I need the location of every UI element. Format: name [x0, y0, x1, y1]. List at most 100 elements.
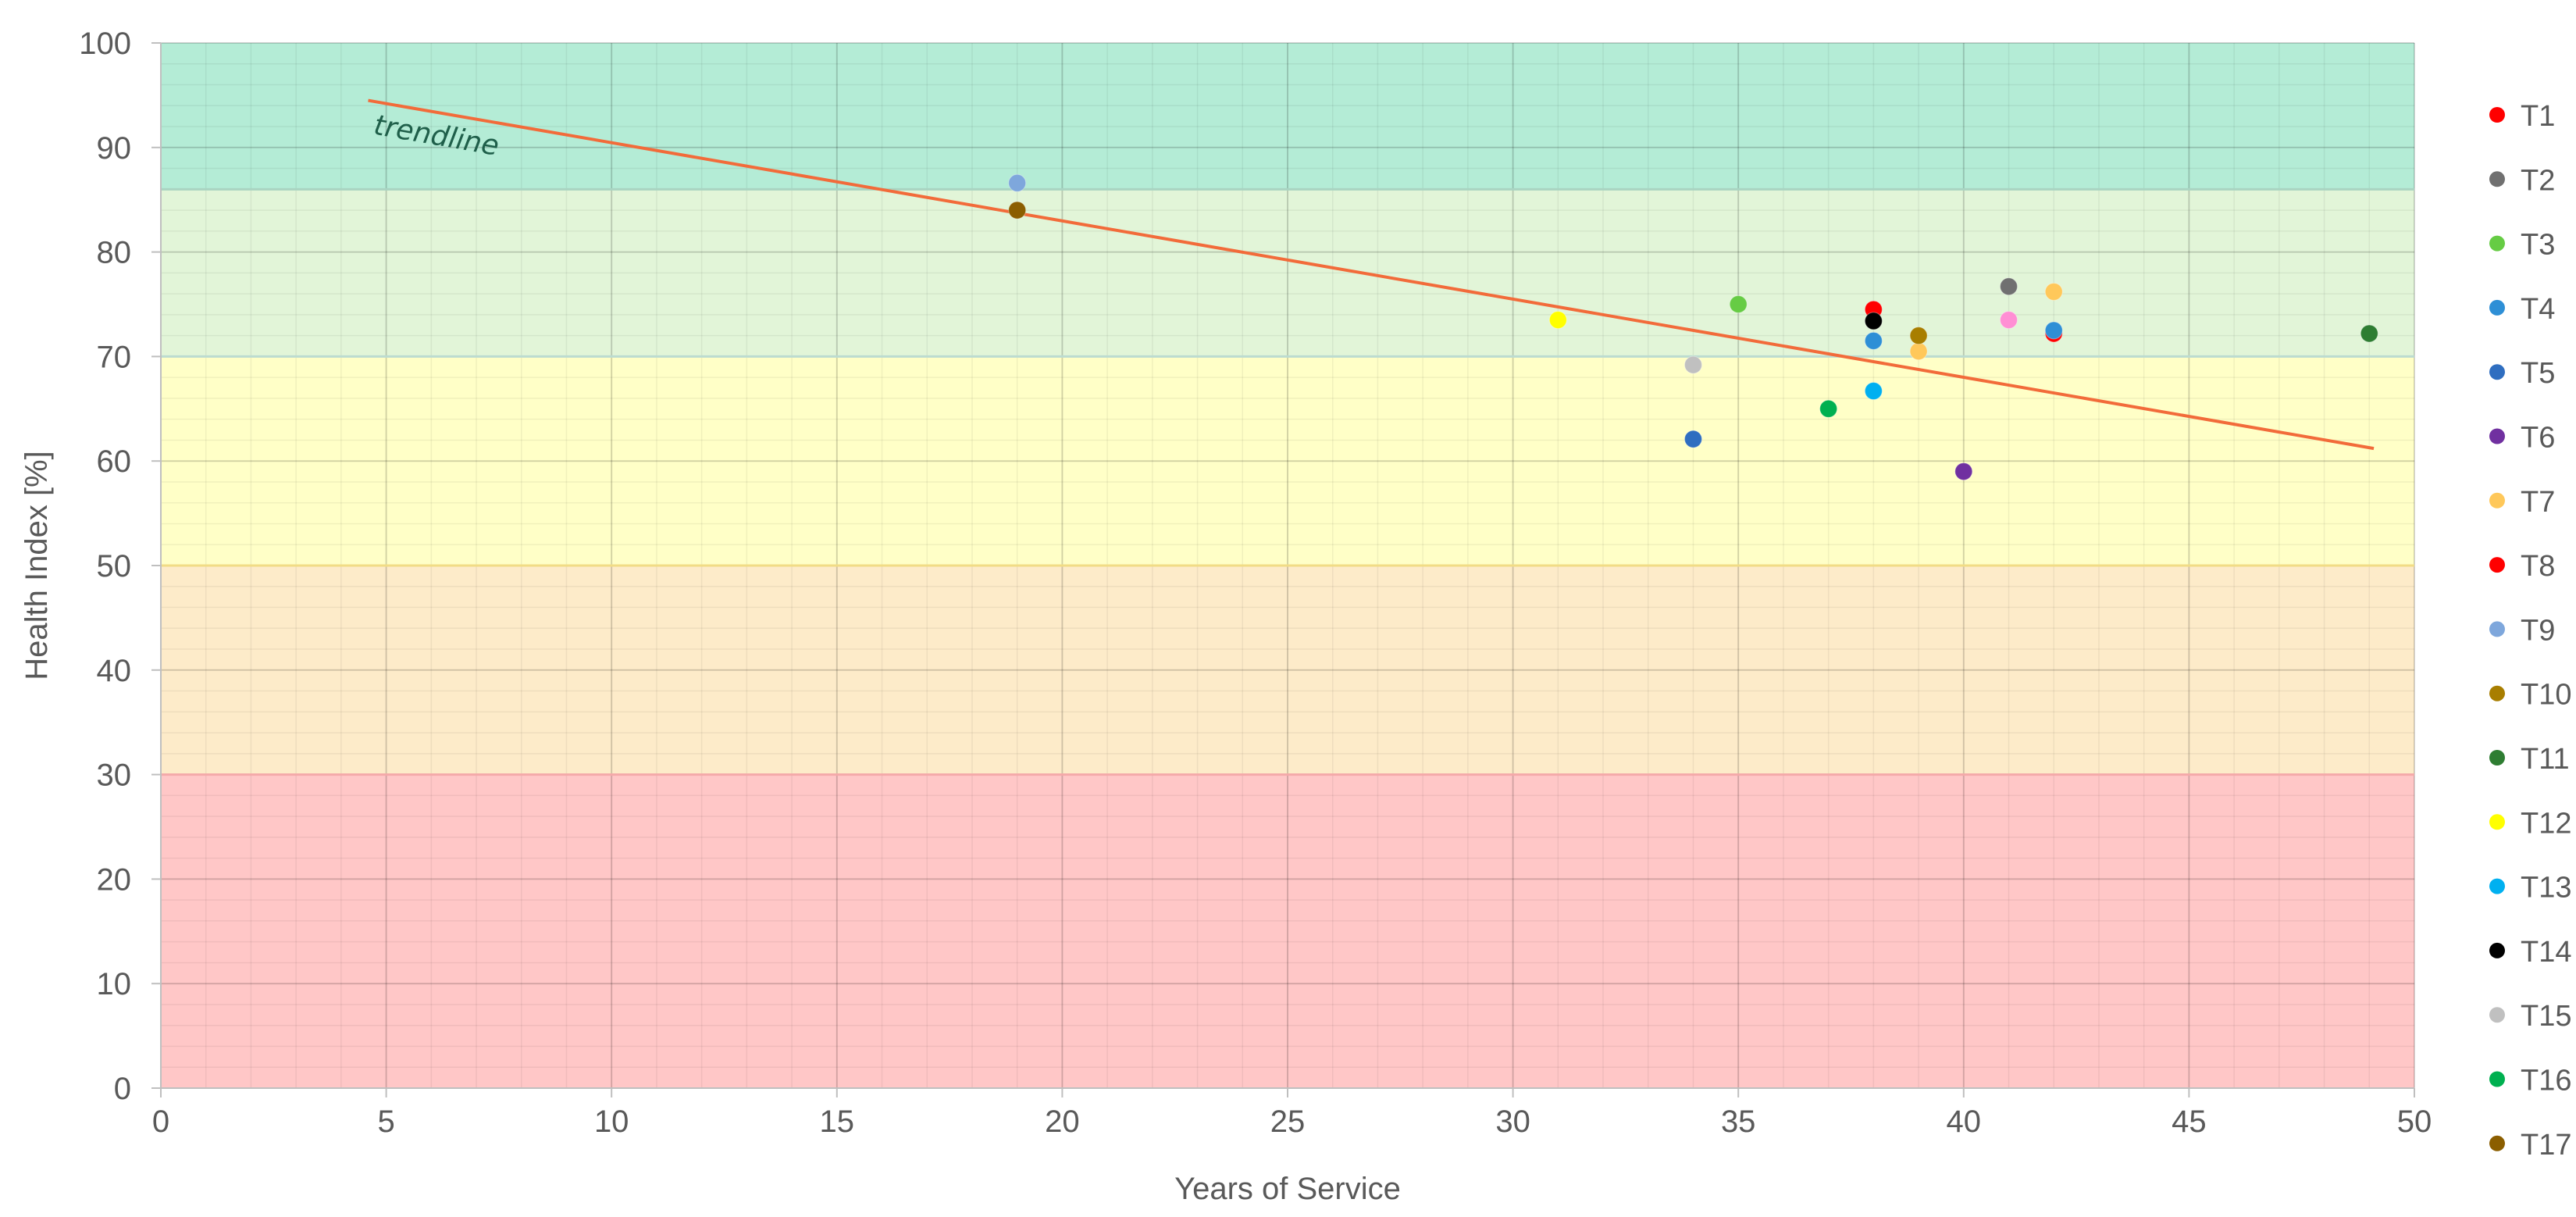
x-tick-label: 35 — [1721, 1105, 1756, 1139]
legend-label: T9 — [2521, 614, 2555, 647]
trendline-line — [368, 98, 2375, 451]
x-tick-label: 0 — [152, 1105, 169, 1139]
band-0 — [161, 774, 2414, 1088]
legend-item-t3: T3 — [2489, 229, 2555, 262]
x-tick-label: 15 — [820, 1105, 855, 1139]
legend-label: T17 — [2521, 1129, 2571, 1162]
data-point-t6 — [1954, 462, 1973, 481]
data-point-t16 — [1819, 399, 1838, 418]
data-point-t13 — [1864, 382, 1883, 401]
legend-label: T5 — [2521, 357, 2555, 390]
data-point-t15 — [1683, 355, 1702, 374]
data-point-t10 — [1909, 327, 1928, 345]
legend-marker — [2489, 299, 2505, 316]
legend-marker — [2489, 1007, 2505, 1023]
x-tick-label: 40 — [1947, 1105, 1982, 1139]
health-bands — [161, 43, 2414, 1088]
legend-label: T3 — [2521, 229, 2555, 262]
x-tick-label: 50 — [2397, 1105, 2432, 1139]
data-point-t4 — [2044, 321, 2063, 340]
data-point-t11 — [2360, 324, 2378, 343]
legend-item-t13: T13 — [2489, 872, 2571, 905]
legend-marker — [2489, 1071, 2505, 1087]
legend-label: T16 — [2521, 1065, 2571, 1097]
legend-label: T13 — [2521, 872, 2571, 905]
legend-label: T8 — [2521, 550, 2555, 583]
y-tick-label: 10 — [97, 967, 132, 1001]
x-tick-label: 5 — [377, 1105, 394, 1139]
data-point-t17 — [1008, 201, 1027, 219]
y-tick-label: 80 — [97, 236, 132, 270]
data-point-unlabeled — [2000, 311, 2018, 330]
legend-item-t7: T7 — [2489, 486, 2555, 519]
legend: T1 T2 T3 T4 T5 T6 T7 T8 T9 T10 T11 T12 T13 T14 T15 T16 T… — [2489, 100, 2571, 1162]
data-point-t9 — [1008, 173, 1027, 192]
y-tick-label: 50 — [97, 549, 132, 584]
legend-item-t9: T9 — [2489, 614, 2555, 647]
legend-item-t2: T2 — [2489, 164, 2555, 197]
legend-label: T11 — [2521, 743, 2570, 776]
y-tick-label: 30 — [97, 758, 132, 793]
legend-label: T1 — [2521, 100, 2555, 133]
data-point-t5 — [1683, 430, 1702, 448]
legend-label: T7 — [2521, 486, 2555, 519]
band-4 — [161, 43, 2414, 190]
data-point-t7 — [1909, 342, 1928, 361]
axes — [151, 42, 2415, 1097]
legend-item-t5: T5 — [2489, 357, 2555, 390]
data-point-t2 — [2000, 277, 2018, 296]
legend-label: T10 — [2521, 679, 2571, 712]
legend-item-t10: T10 — [2489, 679, 2571, 712]
y-tick-label: 20 — [97, 862, 132, 897]
band-1 — [161, 566, 2414, 775]
data-point-t4 — [1864, 331, 1883, 350]
band-3 — [161, 189, 2414, 357]
legend-marker — [2489, 621, 2505, 637]
legend-item-t8: T8 — [2489, 550, 2555, 583]
legend-marker — [2489, 171, 2505, 187]
legend-marker — [2489, 428, 2505, 444]
legend-marker — [2489, 1135, 2505, 1151]
x-tick-label: 45 — [2172, 1105, 2207, 1139]
legend-item-t14: T14 — [2489, 936, 2571, 969]
legend-label: T6 — [2521, 422, 2555, 455]
legend-item-t6: T6 — [2489, 422, 2555, 455]
legend-marker — [2489, 557, 2505, 573]
legend-item-t12: T12 — [2489, 807, 2571, 840]
data-point-t14 — [1864, 312, 1883, 330]
legend-marker — [2489, 364, 2505, 380]
x-tick-label: 20 — [1045, 1105, 1080, 1139]
y-tick-label: 0 — [114, 1072, 131, 1106]
legend-marker — [2489, 492, 2505, 509]
band-boundaries — [161, 187, 2414, 776]
data-point-t3 — [1729, 295, 1748, 313]
legend-label: T12 — [2521, 807, 2571, 840]
data-point-t7 — [2044, 282, 2063, 301]
y-tick-label: 100 — [79, 27, 131, 61]
legend-marker — [2489, 685, 2505, 701]
x-tick-label: 30 — [1495, 1105, 1530, 1139]
legend-item-t1: T1 — [2489, 100, 2555, 133]
y-tick-labels: 0 10 20 30 40 50 60 70 80 90 100 — [79, 27, 131, 1106]
legend-label: T4 — [2521, 293, 2555, 326]
y-tick-label: 90 — [97, 131, 132, 166]
legend-item-t17: T17 — [2489, 1129, 2571, 1162]
legend-item-t15: T15 — [2489, 1000, 2571, 1033]
legend-marker — [2489, 814, 2505, 830]
legend-marker — [2489, 235, 2505, 252]
legend-item-t16: T16 — [2489, 1065, 2571, 1097]
y-tick-label: 60 — [97, 444, 132, 479]
legend-marker — [2489, 107, 2505, 123]
y-tick-label: 40 — [97, 654, 132, 688]
x-tick-label: 25 — [1270, 1105, 1306, 1139]
legend-label: T2 — [2521, 164, 2555, 197]
legend-item-t11: T11 — [2489, 743, 2570, 776]
legend-marker — [2489, 750, 2505, 766]
legend-marker — [2489, 942, 2505, 958]
x-axis-title: Years of Service — [1174, 1172, 1401, 1206]
legend-label: T14 — [2521, 936, 2571, 969]
x-tick-label: 10 — [594, 1105, 629, 1139]
x-tick-labels: 0 5 10 15 20 25 30 35 40 45 50 — [152, 1105, 2432, 1139]
y-axis-title: Health Index [%] — [20, 451, 54, 680]
